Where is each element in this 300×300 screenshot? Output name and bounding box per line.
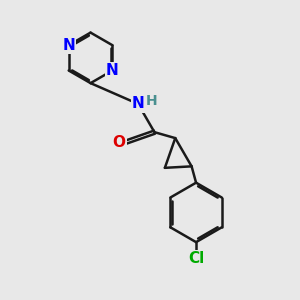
Text: O: O [112,135,125,150]
Text: Cl: Cl [188,251,204,266]
Text: N: N [106,63,119,78]
Text: N: N [62,38,75,53]
Text: H: H [146,94,157,108]
Text: N: N [132,96,145,111]
